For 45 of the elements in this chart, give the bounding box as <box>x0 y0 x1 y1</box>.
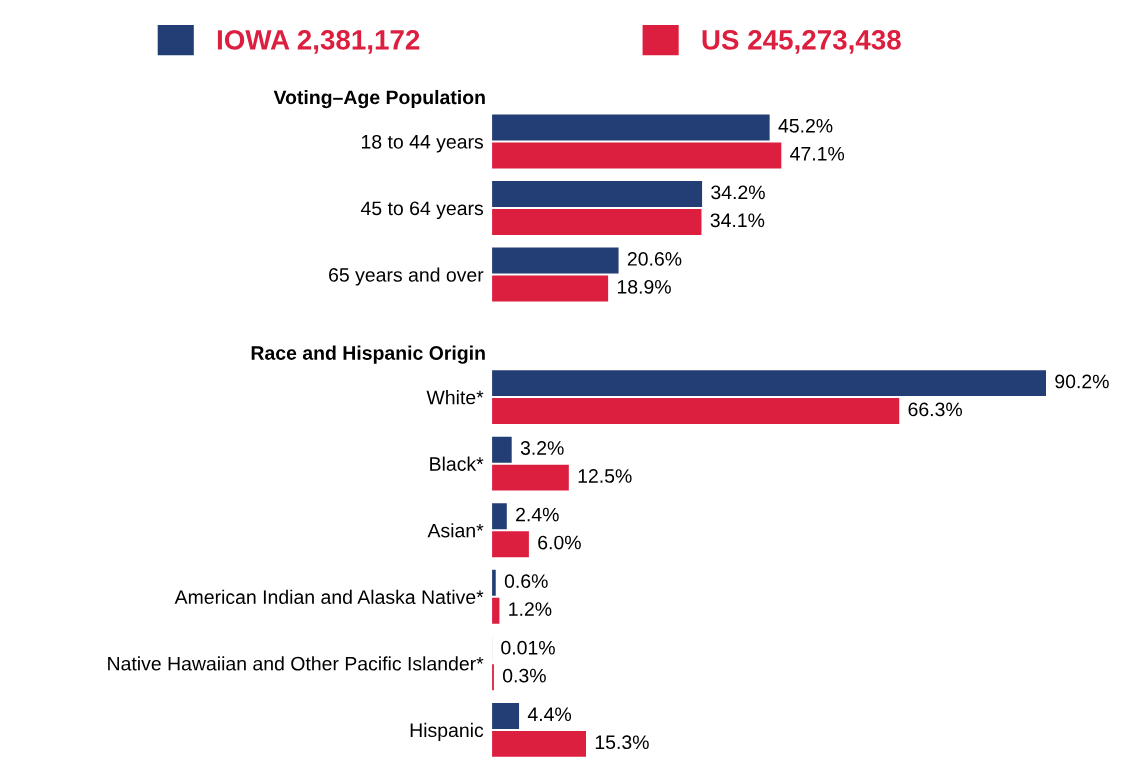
data-label: 0.3% <box>502 668 546 683</box>
data-label: 18.9% <box>617 279 671 294</box>
y-tick-label: 65 years and over <box>329 267 484 286</box>
y-tick-label: 18 to 44 years <box>361 134 484 153</box>
bar <box>492 247 619 274</box>
data-label: 6.0% <box>538 535 581 550</box>
y-tick-label: Black* <box>430 456 484 471</box>
y-tick-label: American Indian and Alaska Native* <box>174 589 484 605</box>
bar <box>492 702 520 729</box>
bar <box>492 398 900 425</box>
bar <box>492 730 587 757</box>
data-label: 34.1% <box>710 213 765 228</box>
bar <box>492 464 569 491</box>
data-label: 3.2% <box>520 441 564 455</box>
bar <box>492 436 512 463</box>
data-label: 12.5% <box>578 469 632 483</box>
data-label: 45.2% <box>778 118 833 133</box>
data-label: 0.01% <box>501 640 555 655</box>
data-label: 34.2% <box>711 185 765 200</box>
bar <box>492 208 702 235</box>
y-tick-label: Native Hawaiian and Other Pacific Islander* <box>108 656 484 671</box>
bar <box>492 181 703 207</box>
data-label: 15.3% <box>595 735 649 750</box>
y-tick-label: Hispanic <box>410 722 484 741</box>
bar <box>492 370 1046 397</box>
y-tick-label: Asian* <box>427 523 484 538</box>
data-label: 47.1% <box>790 146 845 161</box>
data-label: 66.3% <box>908 402 962 417</box>
bar <box>492 503 507 530</box>
legend-label: IOWA 2,381,172 <box>217 30 420 54</box>
y-tick-label: White* <box>426 390 484 405</box>
data-label: 2.4% <box>516 507 559 522</box>
data-label: 1.2% <box>509 602 552 616</box>
chart-title: Voting–Age Population <box>273 89 485 109</box>
data-label: 20.6% <box>627 252 682 266</box>
bar <box>492 275 609 302</box>
chart-title: Race and Hispanic Origin <box>251 345 485 364</box>
bar <box>492 142 782 169</box>
data-label: 90.2% <box>1055 374 1109 389</box>
y-tick-label: 45 to 64 years <box>360 201 484 220</box>
bar <box>492 114 770 141</box>
data-label: 0.6% <box>504 574 548 589</box>
data-label: 4.4% <box>527 707 572 722</box>
bar <box>492 531 529 558</box>
legend-label: US 245,273,438 <box>702 30 901 54</box>
